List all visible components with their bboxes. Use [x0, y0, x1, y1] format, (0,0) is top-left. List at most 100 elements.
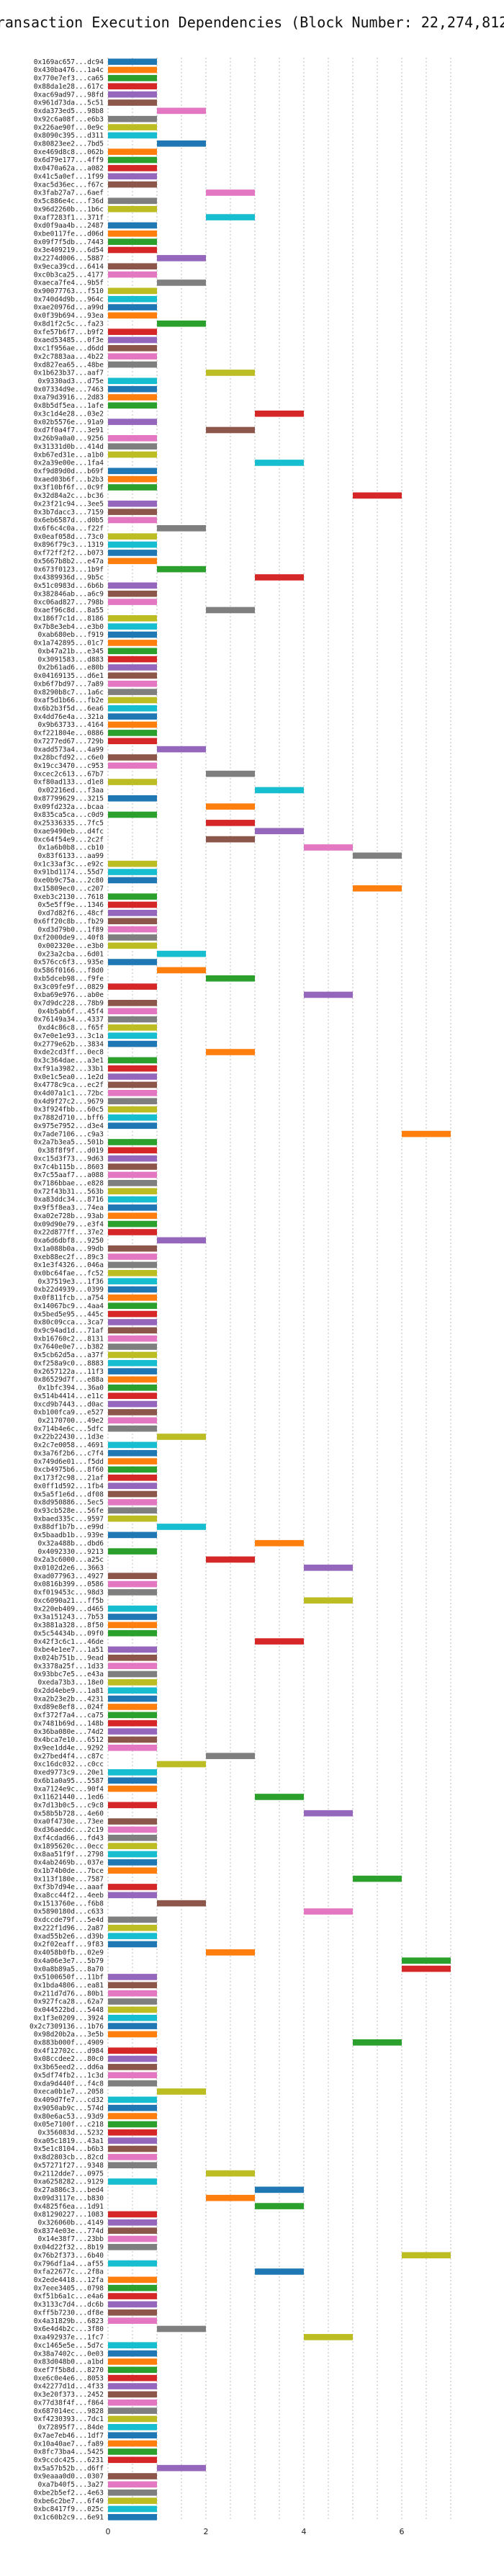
y-tick-label: 0x9eaaa0d0...0307 [34, 2473, 104, 2481]
y-tick-label: 0xa02e728b...93ab [34, 1212, 104, 1220]
transaction-bar [108, 2104, 157, 2111]
y-tick-label: 0x0ff1d592...1fb4 [34, 1482, 104, 1490]
transaction-bar [108, 115, 157, 122]
y-tick-label: 0xaf5d1b66...fb2e [34, 697, 104, 705]
y-tick-label: 0x0eaf058d...73c0 [34, 533, 104, 541]
y-tick-label: 0x9b63733...4164 [37, 721, 104, 729]
y-tick-label: 0x3c1d4e28...03e2 [34, 410, 104, 418]
y-tick-label: 0xad077963...4927 [34, 1573, 104, 1580]
transaction-bar [108, 443, 157, 450]
transaction-bar [255, 2268, 304, 2275]
y-tick-label: 0x4b5ab6f...45f4 [37, 1008, 104, 1016]
transaction-bar [108, 1351, 157, 1359]
transaction-bar [108, 942, 157, 949]
y-tick-label: 0xdccde79f...5e4d [34, 1916, 104, 1924]
transaction-bar [108, 222, 157, 229]
y-tick-label: 0x975e7952...d3e4 [34, 1122, 104, 1130]
y-tick-label: 0xc1465e5e...5d7c [34, 2342, 104, 2350]
y-tick-label: 0x044522bd...5448 [34, 2006, 104, 2014]
transaction-bar [108, 934, 157, 941]
y-tick-label: 0xed9773c9...20e1 [34, 1769, 104, 1777]
transaction-bar [157, 255, 206, 261]
y-tick-label: 0x09d3117e...b830 [34, 2194, 104, 2202]
transaction-bar [108, 983, 157, 990]
y-tick-label: 0xa7124e9c...90f4 [34, 1785, 104, 1793]
y-tick-label: 0xe0b9c75a...2c80 [34, 877, 104, 885]
y-tick-label: 0xa05c1819...43a1 [34, 2137, 104, 2145]
transaction-bar [108, 1179, 157, 1186]
y-tick-label: 0x8290b8c7...1a6c [34, 689, 104, 697]
y-tick-label: 0x32a488b...dbd6 [37, 1539, 104, 1547]
y-tick-label: 0x5c54434b...09f0 [34, 1629, 104, 1637]
transaction-bar [108, 1859, 157, 1866]
y-tick-label: 0xcec2c613...67b7 [34, 770, 104, 778]
y-tick-label: 0x2779e62b...3834 [34, 1040, 104, 1048]
transaction-bar [108, 1302, 157, 1310]
y-tick-label: 0x02b5576e...91a9 [34, 419, 104, 426]
y-tick-label: 0x3fab27a7...6aef [34, 189, 104, 197]
transaction-bar [108, 2047, 157, 2054]
y-tick-label: 0xc1f956ae...d6dd [34, 345, 104, 353]
y-tick-label: 0x4a31829b...6823 [34, 2317, 104, 2325]
transaction-bar [206, 975, 255, 982]
transaction-bar [255, 1539, 304, 1547]
transaction-bar [108, 1580, 157, 1588]
y-tick-label: 0xf72ff2f2...b073 [34, 550, 104, 558]
y-tick-label: 0x87799629...3215 [34, 795, 104, 802]
y-tick-label: 0x3a76f2b6...c7f4 [34, 1449, 104, 1457]
transaction-bar [157, 107, 206, 115]
y-tick-label: 0x211d7d76...80b1 [34, 1990, 104, 1998]
transaction-bar [255, 787, 304, 794]
transaction-bar [108, 1376, 157, 1383]
transaction-bar [108, 1622, 157, 1629]
transaction-bar [108, 1531, 157, 1539]
transaction-bar [108, 1941, 157, 1948]
y-tick-label: 0x1b74b0de...7bce [34, 1867, 104, 1875]
transaction-bar [108, 1114, 157, 1121]
transaction-bar [108, 328, 157, 335]
y-tick-label: 0xb67ed31e...a1b0 [34, 451, 104, 459]
transaction-bar [157, 2325, 206, 2333]
transaction-bar [108, 901, 157, 908]
y-tick-label: 0x7d13b0c5...c9c8 [34, 1802, 104, 1810]
transaction-bar [108, 2055, 157, 2062]
transaction-bar [108, 1654, 157, 1661]
y-tick-label: 0x38a7402c...0e03 [34, 2350, 104, 2358]
y-tick-label: 0x11621440...1ed6 [34, 1794, 104, 1802]
transaction-bar [108, 1196, 157, 1203]
transaction-bar [108, 1998, 157, 2005]
y-tick-label: 0x92c6a08f...e6b3 [34, 115, 104, 123]
transaction-bar [108, 926, 157, 933]
y-tick-label: 0xd7d82f6...48cf [37, 910, 104, 918]
y-tick-label: 0x7e0e1e93...3c1a [34, 1032, 104, 1040]
y-tick-label: 0x222f1d96...2a87 [34, 1924, 104, 1932]
transaction-bar [108, 1777, 157, 1784]
y-tick-label: 0x7186bbae...e828 [34, 1179, 104, 1187]
x-tick-label: 0 [106, 2527, 111, 2536]
y-tick-label: 0xba69e976...ab0e [34, 991, 104, 999]
transaction-bar [108, 1671, 157, 1678]
transaction-bar [108, 451, 157, 458]
transaction-bar [157, 1237, 206, 1244]
y-tick-label: 0x3b65eed2...dd6a [34, 2064, 104, 2072]
transaction-bar [108, 2399, 157, 2406]
y-tick-label: 0x0f811fcb...a754 [34, 1294, 104, 1302]
transaction-bar [108, 2489, 157, 2496]
transaction-bar [108, 402, 157, 409]
transaction-bar [108, 582, 157, 589]
transaction-bar [255, 1794, 304, 1800]
transaction-bar [402, 1957, 451, 1964]
transaction-bar [108, 648, 157, 655]
transaction-bar [157, 2088, 206, 2095]
y-tick-label: 0xf2000de9...40f8 [34, 934, 104, 942]
y-tick-label: 0xfe57b6f7...b9f2 [34, 328, 104, 336]
y-tick-label: 0xd7f0a4f7...3e91 [34, 426, 104, 434]
y-tick-label: 0x5e1c8104...b6b3 [34, 2145, 104, 2153]
transaction-bar [108, 2481, 157, 2488]
y-tick-label: 0x0bc64fae...fc52 [34, 1269, 104, 1277]
transaction-bar [108, 1867, 157, 1874]
transaction-bar [108, 500, 157, 507]
y-tick-label: 0xff5b7230...df8e [34, 2309, 104, 2317]
y-tick-label: 0x22b22430...1d3e [34, 1434, 104, 1441]
transaction-bar [108, 1507, 157, 1514]
